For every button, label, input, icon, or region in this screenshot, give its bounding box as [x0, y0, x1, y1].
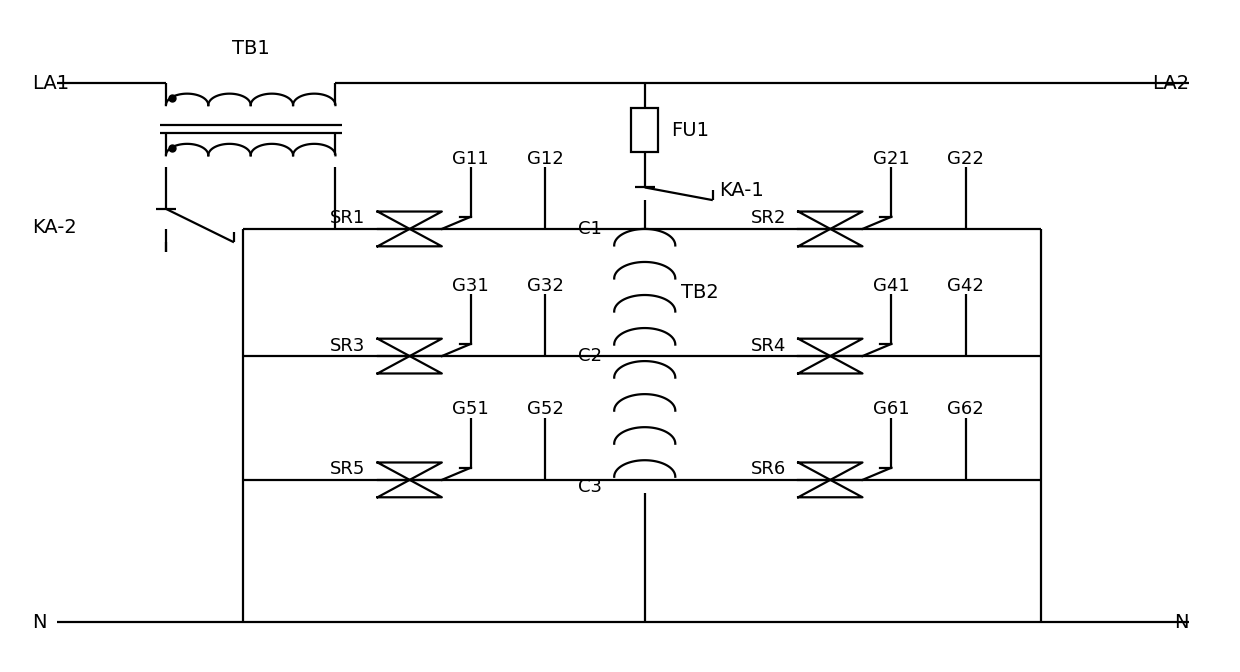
Text: C2: C2: [578, 347, 601, 365]
Text: LA2: LA2: [1152, 73, 1189, 93]
Text: N: N: [32, 613, 47, 632]
Text: G32: G32: [527, 277, 563, 295]
Text: G22: G22: [947, 150, 985, 167]
Text: G51: G51: [453, 401, 489, 419]
Text: G42: G42: [947, 277, 985, 295]
Text: SR4: SR4: [750, 337, 786, 355]
Text: LA1: LA1: [32, 73, 69, 93]
Text: N: N: [1174, 613, 1189, 632]
Text: SR3: SR3: [330, 337, 365, 355]
Text: G62: G62: [947, 401, 985, 419]
Text: G31: G31: [453, 277, 489, 295]
Text: SR2: SR2: [750, 210, 786, 228]
Text: TB2: TB2: [682, 283, 719, 302]
Text: G61: G61: [873, 401, 910, 419]
Text: G41: G41: [873, 277, 910, 295]
Text: KA-1: KA-1: [719, 181, 764, 200]
Text: TB1: TB1: [232, 39, 269, 58]
Bar: [631, 108, 658, 152]
Text: C1: C1: [578, 220, 601, 238]
Text: SR1: SR1: [330, 210, 365, 228]
Text: G21: G21: [873, 150, 910, 167]
Text: G52: G52: [527, 401, 563, 419]
Text: SR5: SR5: [330, 460, 365, 478]
Text: C3: C3: [578, 478, 601, 495]
Text: FU1: FU1: [671, 121, 709, 140]
Text: G11: G11: [453, 150, 489, 167]
Text: KA-2: KA-2: [32, 218, 77, 237]
Text: G12: G12: [527, 150, 563, 167]
Text: SR6: SR6: [750, 460, 786, 478]
